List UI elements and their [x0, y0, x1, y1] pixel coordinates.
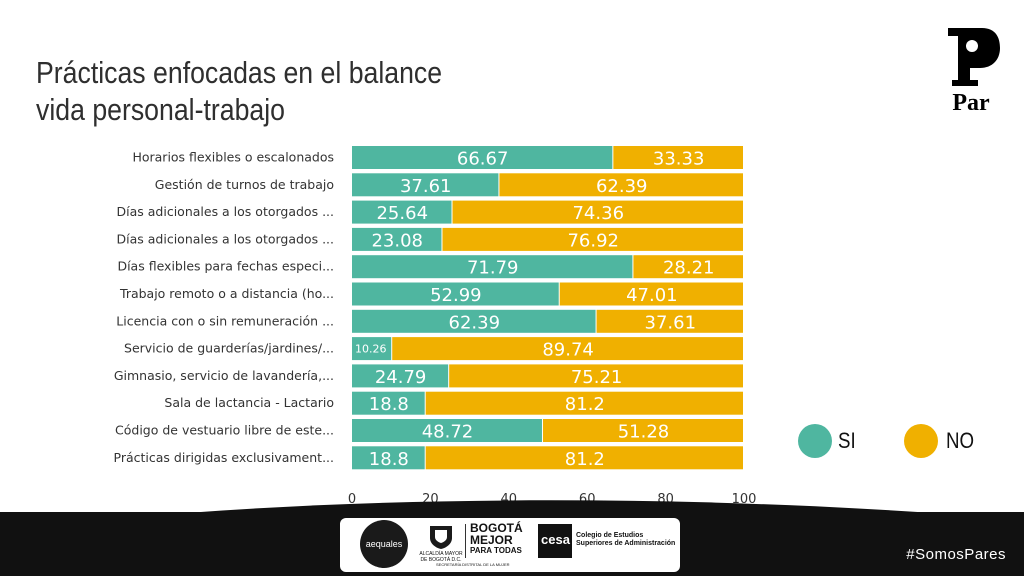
- data-label: 23.08: [371, 230, 423, 251]
- bar-si: [352, 282, 559, 306]
- category-label: Código de vestuario libre de este...: [115, 423, 334, 438]
- category-label: Días adicionales a los otorgados ...: [117, 204, 334, 219]
- data-label: 18.8: [369, 394, 409, 415]
- par-logo-icon: Par: [948, 28, 1000, 116]
- bogota-line-1: BOGOTÁ: [470, 521, 523, 535]
- data-label: 81.2: [565, 449, 605, 470]
- logo-divider: [465, 524, 466, 558]
- aequales-logo: aequales: [360, 520, 408, 568]
- bar-no: [392, 337, 743, 361]
- data-label: 89.74: [542, 340, 594, 361]
- hashtag-text: #SomosPares: [906, 546, 1006, 563]
- category-label: Gestión de turnos de trabajo: [155, 177, 334, 192]
- bar-si: [352, 309, 596, 333]
- category-label: Gimnasio, servicio de lavandería,...: [114, 368, 334, 383]
- legend-si-label: SI: [838, 428, 856, 453]
- data-label: 28.21: [663, 258, 715, 279]
- bogota-line-3: PARA TODAS: [470, 546, 522, 555]
- category-label: Prácticas dirigidas exclusivament...: [114, 450, 334, 465]
- bar-si: [352, 364, 449, 388]
- partner-logos: aequales ALCALDÍA MAYOR DE BOGOTÁ D.C. B…: [340, 518, 680, 572]
- data-label: 76.92: [567, 230, 619, 251]
- par-logo-label: Par: [952, 90, 990, 116]
- data-label: 25.64: [376, 203, 428, 224]
- bar-si: [352, 146, 613, 169]
- bar-no: [425, 446, 743, 470]
- bogota-crest-icon: [430, 526, 452, 549]
- bar-no: [596, 309, 743, 333]
- data-label: 48.72: [422, 422, 474, 443]
- legend-no-label: NO: [946, 428, 975, 453]
- bar-no: [425, 391, 743, 415]
- cesa-line-2: Superiores de Administración: [576, 540, 676, 547]
- data-label: 74.36: [572, 203, 624, 224]
- bar-si: [352, 173, 499, 197]
- bar-no: [442, 227, 743, 251]
- data-label: 75.21: [571, 367, 623, 388]
- bar-no: [542, 419, 743, 442]
- bar-no: [452, 200, 743, 224]
- chart-title-line-2: vida personal-trabajo: [36, 92, 285, 127]
- data-label: 24.79: [375, 367, 427, 388]
- x-tick-label: 100: [732, 492, 757, 507]
- category-label: Sala de lactancia - Lactario: [164, 395, 334, 410]
- cesa-mark: cesa: [541, 532, 570, 547]
- bar-si: [352, 200, 452, 224]
- bar-si: [352, 419, 542, 442]
- category-label: Días adicionales a los otorgados ...: [117, 231, 334, 246]
- bar-no: [449, 364, 743, 388]
- data-label: 51.28: [618, 422, 670, 443]
- bar-no: [633, 255, 743, 279]
- data-label: 18.8: [369, 449, 409, 470]
- bar-si: [352, 227, 442, 251]
- bar-no: [559, 282, 743, 306]
- alcaldia-text: ALCALDÍA MAYOR DE BOGOTÁ D.C.: [419, 551, 463, 563]
- bar-no: [613, 146, 743, 169]
- chart-title: Prácticas enfocadas en el balance vida p…: [36, 54, 483, 128]
- category-label: Días flexibles para fechas especi...: [117, 259, 334, 274]
- cesa-logo: cesa: [538, 524, 572, 558]
- bar-si: [352, 337, 392, 361]
- bar-no: [499, 173, 743, 197]
- category-label: Trabajo remoto o a distancia (ho...: [119, 286, 334, 301]
- bar-si: [352, 391, 425, 415]
- category-label: Servicio de guarderías/jardines/...: [124, 341, 334, 356]
- secretaria-text: SECRETARÍA DISTRITAL DE LA MUJER: [436, 562, 510, 567]
- data-label: 10.26: [355, 343, 387, 356]
- legend-no-swatch: [904, 424, 938, 458]
- bar-si: [352, 446, 425, 470]
- data-label: 62.39: [596, 176, 648, 197]
- legend-si-swatch: [798, 424, 832, 458]
- cesa-line-1: Colegio de Estudios: [576, 532, 644, 539]
- bogota-line-2: MEJOR: [470, 533, 513, 547]
- data-label: 47.01: [626, 285, 678, 306]
- chart-title-line-1: Prácticas enfocadas en el balance: [36, 55, 443, 90]
- data-label: 33.33: [653, 149, 705, 170]
- data-label: 37.61: [400, 176, 452, 197]
- x-tick-label: 0: [348, 492, 356, 507]
- data-label: 81.2: [565, 394, 605, 415]
- category-label: Licencia con o sin remuneración ...: [116, 313, 334, 328]
- data-label: 62.39: [449, 312, 501, 333]
- data-label: 66.67: [457, 149, 509, 170]
- bar-si: [352, 255, 633, 279]
- category-label: Horarios flexibles o escalonados: [132, 150, 334, 165]
- data-label: 37.61: [645, 312, 697, 333]
- data-label: 71.79: [467, 258, 519, 279]
- data-label: 52.99: [430, 285, 482, 306]
